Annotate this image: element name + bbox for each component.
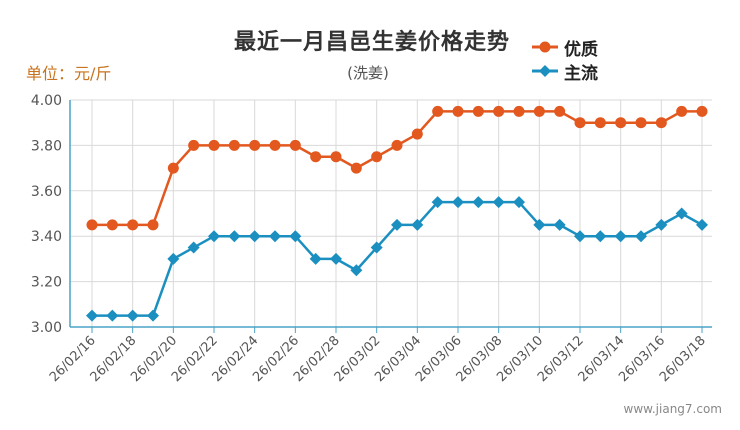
series-0-point[interactable] xyxy=(676,105,688,117)
series-1-point[interactable] xyxy=(431,196,444,209)
legend-item-premium[interactable]: 优质 xyxy=(532,35,598,60)
series-0-point[interactable] xyxy=(289,139,301,151)
legend-label-premium: 优质 xyxy=(564,39,598,60)
series-1-point[interactable] xyxy=(594,230,607,243)
series-1-point[interactable] xyxy=(696,218,708,231)
y-tick-label: 3.20 xyxy=(31,275,62,291)
series-1-point[interactable] xyxy=(614,230,627,243)
legend-marker-diamond-icon xyxy=(532,65,558,77)
series-1-point[interactable] xyxy=(147,309,159,322)
chart-title: 最近一月昌邑生姜价格走势 xyxy=(233,30,510,55)
series-0-point[interactable] xyxy=(330,151,342,163)
series-1-point[interactable] xyxy=(472,196,485,209)
legend-marker-circle-icon xyxy=(532,41,558,53)
series-0-point[interactable] xyxy=(269,139,281,151)
series-0-point[interactable] xyxy=(167,162,179,174)
series-line-0 xyxy=(92,110,702,227)
series-1-point[interactable] xyxy=(289,230,302,243)
series-1-point[interactable] xyxy=(553,218,566,231)
series-0-point[interactable] xyxy=(350,162,362,174)
series-1-point[interactable] xyxy=(370,241,383,254)
watermark: www.jiang7.com xyxy=(623,402,722,416)
series-0-point[interactable] xyxy=(574,117,586,129)
series-1-point[interactable] xyxy=(452,196,464,209)
series-1-point[interactable] xyxy=(208,230,220,243)
series-1-point[interactable] xyxy=(228,230,241,243)
y-tick-label: 4.00 xyxy=(31,93,62,109)
series-0-point[interactable] xyxy=(371,151,383,163)
series-0-point[interactable] xyxy=(208,139,220,151)
series-0-point[interactable] xyxy=(127,219,139,231)
series-0-point[interactable] xyxy=(452,105,464,117)
y-tick-label: 3.60 xyxy=(31,184,62,200)
series-1-point[interactable] xyxy=(86,309,98,322)
series-0-point[interactable] xyxy=(86,219,98,231)
series-0-point[interactable] xyxy=(635,117,647,129)
chart-subtitle: (洗姜) xyxy=(347,64,389,82)
y-tick-label: 3.40 xyxy=(31,229,62,245)
series-0-point[interactable] xyxy=(513,105,525,117)
series-1-point[interactable] xyxy=(411,218,424,231)
series-1-point[interactable] xyxy=(675,207,688,220)
series-1-point[interactable] xyxy=(330,252,342,265)
series-1-point[interactable] xyxy=(248,230,261,243)
legend-label-mainstream: 主流 xyxy=(564,63,598,84)
series-0-point[interactable] xyxy=(472,105,484,117)
series-1-point[interactable] xyxy=(635,230,647,243)
series-0-point[interactable] xyxy=(188,139,200,151)
series-1-point[interactable] xyxy=(126,309,139,322)
series-0-point[interactable] xyxy=(411,128,423,140)
series-1-point[interactable] xyxy=(513,196,525,209)
legend-item-mainstream[interactable]: 主流 xyxy=(532,59,598,84)
series-0-point[interactable] xyxy=(106,219,118,231)
series-0-point[interactable] xyxy=(554,105,566,117)
series-0-point[interactable] xyxy=(655,117,667,129)
series-1-point[interactable] xyxy=(309,252,322,265)
series-0-point[interactable] xyxy=(594,117,606,129)
series-0-point[interactable] xyxy=(493,105,505,117)
legend: 优质 主流 xyxy=(532,35,598,84)
series-0-point[interactable] xyxy=(615,117,627,129)
series-0-point[interactable] xyxy=(310,151,322,163)
series-0-point[interactable] xyxy=(696,105,708,117)
series-0-point[interactable] xyxy=(533,105,545,117)
series-1-point[interactable] xyxy=(391,218,403,231)
series-1-point[interactable] xyxy=(533,218,546,231)
series-0-point[interactable] xyxy=(249,139,261,151)
series-1-point[interactable] xyxy=(492,196,505,209)
series-1-point[interactable] xyxy=(167,252,180,265)
series-0-point[interactable] xyxy=(391,139,403,151)
y-tick-label: 3.00 xyxy=(31,320,62,336)
series-1-point[interactable] xyxy=(187,241,200,254)
unit-label: 单位：元/斤 xyxy=(26,64,112,83)
series-1-point[interactable] xyxy=(269,230,281,243)
series-1-point[interactable] xyxy=(655,218,668,231)
series-0-point[interactable] xyxy=(432,105,444,117)
series-1-point[interactable] xyxy=(350,264,363,277)
y-tick-label: 3.80 xyxy=(31,138,62,154)
series-0-point[interactable] xyxy=(147,219,159,231)
series-1-point[interactable] xyxy=(106,309,119,322)
series-0-point[interactable] xyxy=(228,139,240,151)
series-1-point[interactable] xyxy=(574,230,586,243)
